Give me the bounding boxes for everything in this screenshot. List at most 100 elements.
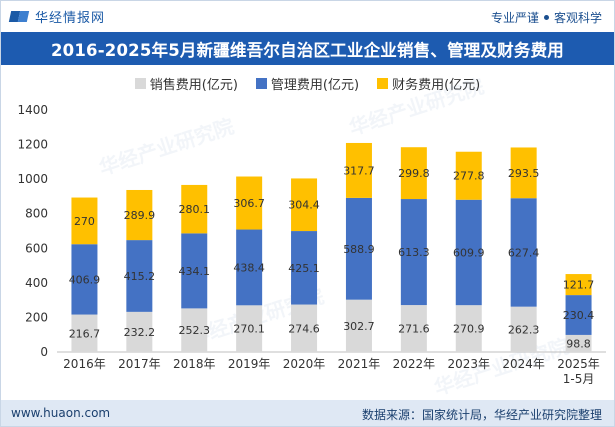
tagline-right: 客观科学 bbox=[553, 11, 602, 25]
y-tick-label: 400 bbox=[25, 276, 48, 290]
data-label: 121.7 bbox=[563, 279, 595, 292]
x-tick-label-line: 2016年 bbox=[63, 357, 106, 371]
legend-item-management[interactable]: 管理费用(亿元) bbox=[255, 74, 360, 93]
legend-item-finance[interactable]: 财务费用(亿元) bbox=[377, 74, 480, 93]
bar-segment-management bbox=[291, 231, 318, 305]
bar-segment-finance bbox=[400, 147, 427, 200]
data-label: 262.3 bbox=[508, 323, 540, 336]
x-tick-label: 2023年 bbox=[447, 357, 490, 371]
bar-segment-finance bbox=[455, 151, 482, 200]
legend-swatch-sales bbox=[134, 78, 146, 89]
bar-segment-finance bbox=[510, 147, 537, 199]
data-label: 317.7 bbox=[343, 164, 375, 177]
y-tick-label: 1400 bbox=[17, 103, 48, 117]
x-tick-label-line: 2023年 bbox=[447, 357, 490, 371]
stacked-bar-chart: 0 200 400 600 800 1000 1200 1400 216.7 406.9 270 20… bbox=[17, 103, 606, 386]
x-tick-label-line: 2020年 bbox=[283, 357, 326, 371]
data-label: 98.8 bbox=[566, 337, 591, 350]
legend-label-sales: 销售费用(亿元) bbox=[149, 78, 238, 93]
data-label: 277.8 bbox=[453, 170, 485, 183]
bar-segment-finance bbox=[291, 178, 318, 232]
bar-segment-finance bbox=[181, 184, 208, 234]
y-tick-label: 200 bbox=[25, 310, 48, 324]
x-tick-label: 2019年 bbox=[228, 357, 271, 371]
data-label: 613.3 bbox=[398, 246, 430, 259]
x-tick-label: 2017年 bbox=[118, 357, 161, 371]
chart-title: 2016-2025年5月新疆维吾尔自治区工业企业销售、管理及财务费用 bbox=[51, 40, 564, 60]
legend-label-management: 管理费用(亿元) bbox=[270, 78, 360, 93]
x-tick-label: 2020年 bbox=[283, 357, 326, 371]
bar-segment-management bbox=[71, 244, 98, 315]
bar-segment-sales bbox=[565, 334, 592, 352]
data-label: 216.7 bbox=[69, 327, 101, 340]
bar-segment-sales bbox=[345, 299, 372, 352]
bar-segment-sales bbox=[400, 305, 427, 352]
legend-label-finance: 财务费用(亿元) bbox=[392, 78, 481, 93]
y-tick-label: 1200 bbox=[17, 138, 48, 152]
x-tick-label: 2016年 bbox=[63, 357, 106, 371]
data-label: 230.4 bbox=[563, 309, 595, 322]
bar-segment-management bbox=[565, 295, 592, 335]
x-tick-label-line: 2022年 bbox=[393, 357, 436, 371]
bar-segment-management bbox=[181, 233, 208, 309]
data-label: 274.6 bbox=[288, 322, 320, 335]
bar-segment-finance bbox=[345, 142, 372, 198]
x-tick-label-line: 1-5月 bbox=[563, 372, 595, 386]
bar-segment-sales bbox=[236, 305, 263, 352]
footer: www.huaon.com 数据来源：国家统计局，华经产业研究院整理 bbox=[1, 400, 614, 426]
legend-swatch-finance bbox=[377, 78, 389, 89]
tagline: 专业严谨 客观科学 bbox=[491, 9, 602, 26]
x-tick-label: 2025年 1-5月 bbox=[557, 357, 600, 386]
x-tick-label: 2018年 bbox=[173, 357, 216, 371]
brand-name: 华经情报网 bbox=[35, 11, 106, 26]
legend-swatch-management bbox=[255, 78, 267, 89]
data-label: 270.1 bbox=[233, 323, 265, 336]
title-bar: 2016-2025年5月新疆维吾尔自治区工业企业销售、管理及财务费用 bbox=[1, 32, 614, 65]
x-tick-label-line: 2019年 bbox=[228, 357, 271, 371]
x-tick-label-line: 2017年 bbox=[118, 357, 161, 371]
bar-segment-sales bbox=[126, 311, 153, 352]
y-tick-label: 600 bbox=[25, 241, 48, 255]
data-label: 302.7 bbox=[343, 320, 375, 333]
x-tick-label: 2022年 bbox=[393, 357, 436, 371]
top-bar: 华经情报网 专业严谨 客观科学 bbox=[1, 1, 614, 31]
x-tick-label-line: 2021年 bbox=[338, 357, 381, 371]
footer-url[interactable]: www.huaon.com bbox=[11, 406, 111, 420]
bar-segment-finance bbox=[236, 176, 263, 230]
bar-segment-finance bbox=[71, 197, 98, 245]
bar-segment-management bbox=[345, 197, 372, 300]
legend-item-sales[interactable]: 销售费用(亿元) bbox=[134, 74, 238, 93]
x-tick-label: 2021年 bbox=[338, 357, 381, 371]
bar-segment-finance bbox=[565, 274, 592, 296]
y-tick-label: 800 bbox=[25, 207, 48, 221]
x-tick-label-line: 2025年 bbox=[557, 357, 600, 371]
bar-segment-sales bbox=[291, 304, 318, 352]
bar-segment-finance bbox=[126, 189, 153, 241]
bar-segment-sales bbox=[510, 306, 537, 352]
y-tick-label: 1000 bbox=[17, 172, 48, 186]
bar-segment-sales bbox=[181, 308, 208, 352]
bar-segment-management bbox=[510, 198, 537, 307]
data-label: 232.2 bbox=[124, 326, 156, 339]
footer-source: 数据来源：国家统计局，华经产业研究院整理 bbox=[361, 408, 602, 422]
data-label: 304.4 bbox=[288, 199, 320, 212]
data-label: 627.4 bbox=[508, 246, 540, 259]
bar-segment-management bbox=[236, 229, 263, 306]
data-label: 299.8 bbox=[398, 167, 430, 180]
data-label: 425.1 bbox=[288, 262, 320, 275]
x-tick-label-line: 2018年 bbox=[173, 357, 216, 371]
bar-segment-sales bbox=[71, 314, 98, 352]
data-label: 280.1 bbox=[179, 203, 211, 216]
data-label: 406.9 bbox=[69, 273, 101, 286]
x-tick-label-line: 2024年 bbox=[502, 357, 545, 371]
huajing-logo-icon bbox=[8, 8, 30, 26]
data-label: 434.1 bbox=[179, 265, 211, 278]
data-label: 415.2 bbox=[124, 270, 156, 283]
tagline-left: 专业严谨 bbox=[490, 11, 539, 25]
data-label: 270 bbox=[74, 215, 95, 228]
data-label: 588.9 bbox=[343, 243, 375, 256]
legend: 销售费用(亿元) 管理费用(亿元) 财务费用(亿元) bbox=[1, 74, 614, 93]
bar-segment-management bbox=[126, 240, 153, 312]
brand[interactable]: 华经情报网 bbox=[8, 7, 106, 26]
